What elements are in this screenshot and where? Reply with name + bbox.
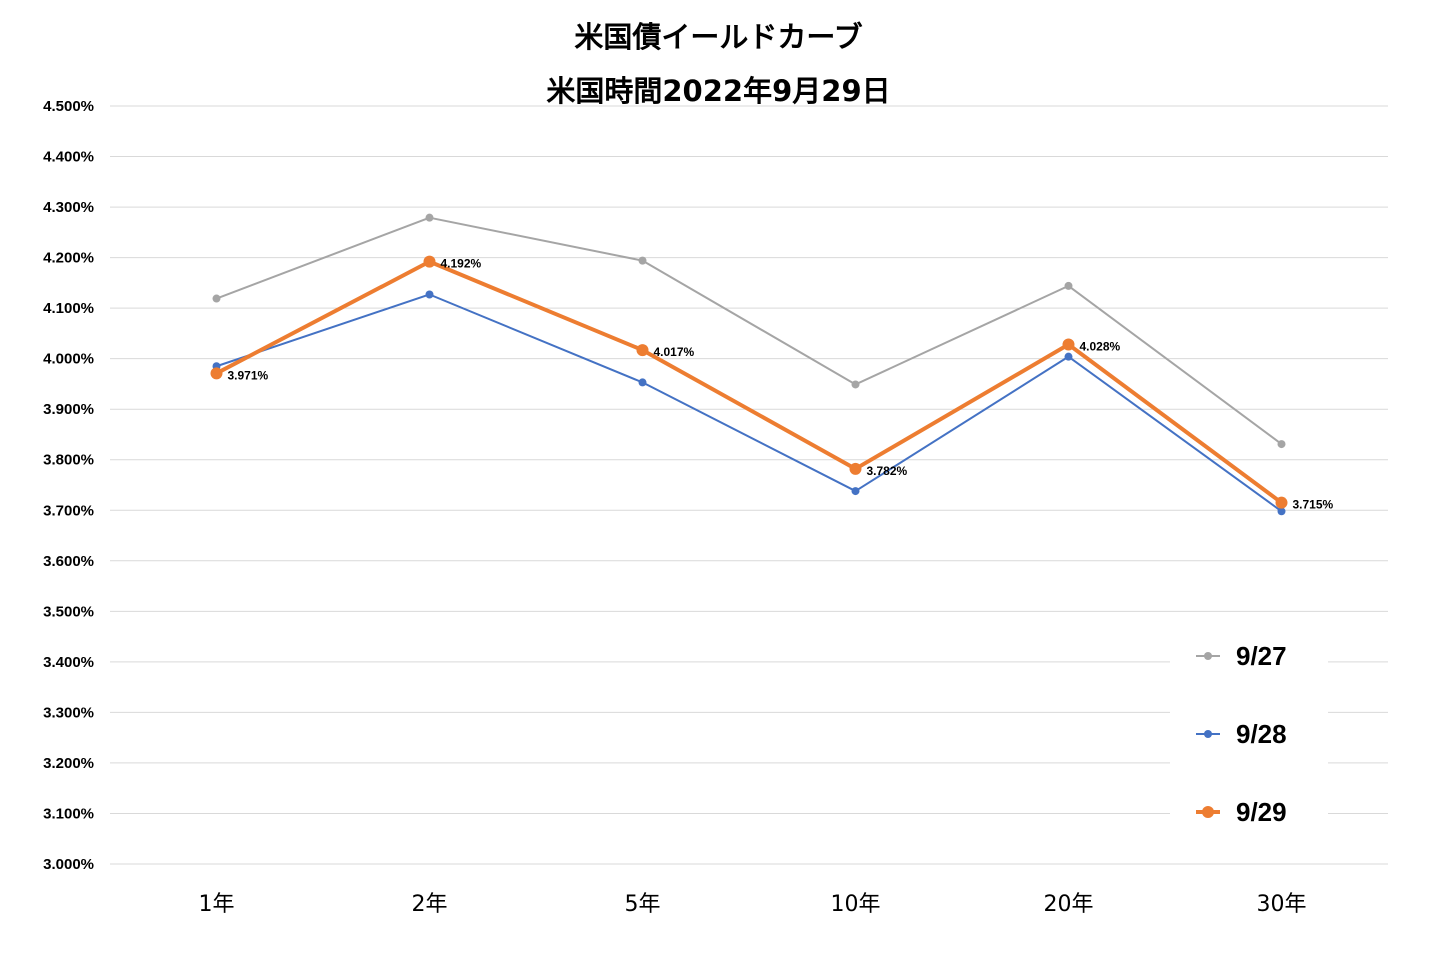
data-point <box>425 290 434 299</box>
data-point <box>1277 440 1286 449</box>
legend-label: 9/28 <box>1236 719 1287 749</box>
data-label: 4.028% <box>1080 340 1121 354</box>
legend-marker <box>1204 652 1212 660</box>
data-label: 4.017% <box>654 345 695 359</box>
series-line-9-27 <box>216 216 1283 445</box>
y-tick-label: 4.100% <box>43 300 94 317</box>
data-point <box>1277 507 1286 516</box>
data-label: 4.192% <box>441 257 482 271</box>
data-point <box>851 380 860 389</box>
data-labels: 3.971% 4.192% 4.017% 3.782% 4.028% 3.715% <box>228 257 1334 512</box>
y-tick-label: 3.900% <box>43 401 94 418</box>
x-tick-label: 20年 <box>1044 892 1094 917</box>
legend-box <box>1170 620 1328 845</box>
legend-label: 9/27 <box>1236 641 1287 671</box>
y-tick-label: 3.500% <box>43 603 94 620</box>
y-tick-label: 3.800% <box>43 452 94 469</box>
y-tick-label: 3.300% <box>43 704 94 721</box>
data-point <box>849 462 862 475</box>
y-tick-label: 3.100% <box>43 805 94 822</box>
series-line-9-28 <box>216 293 1283 513</box>
y-tick-label: 3.200% <box>43 755 94 772</box>
y-axis: 3.000% 3.100% 3.200% 3.300% 3.400% 3.500% 3.60… <box>43 98 94 873</box>
y-tick-label: 3.400% <box>43 654 94 671</box>
data-label: 3.971% <box>228 368 269 382</box>
x-tick-label: 5年 <box>625 892 661 917</box>
data-point <box>1275 496 1288 509</box>
data-point <box>636 344 649 357</box>
data-label: 3.715% <box>1293 498 1334 512</box>
legend-label: 9/29 <box>1236 797 1287 827</box>
x-tick-label: 10年 <box>831 892 881 917</box>
gridlines <box>110 105 1388 865</box>
data-point <box>638 378 647 387</box>
legend-marker <box>1204 730 1212 738</box>
data-point <box>638 256 647 265</box>
data-point <box>425 213 434 222</box>
data-point <box>851 487 860 496</box>
legend: 9/27 9/28 9/29 <box>1170 620 1328 845</box>
series-line-9-29 <box>215 259 1283 505</box>
data-point <box>1064 352 1073 361</box>
y-tick-label: 4.500% <box>43 98 94 115</box>
y-tick-label: 4.300% <box>43 199 94 216</box>
y-tick-label: 4.000% <box>43 351 94 368</box>
y-tick-label: 4.200% <box>43 250 94 267</box>
chart-subtitle: 米国時間2022年9月29日 <box>546 74 891 108</box>
x-axis: 1年 2年 5年 10年 20年 30年 <box>199 892 1307 917</box>
x-tick-label: 1年 <box>199 892 235 917</box>
data-point <box>423 255 436 268</box>
legend-marker <box>1202 806 1214 818</box>
data-label: 3.782% <box>867 464 908 478</box>
y-tick-label: 3.700% <box>43 502 94 519</box>
x-tick-label: 30年 <box>1257 892 1307 917</box>
series-lines <box>210 213 1288 516</box>
data-point <box>1064 281 1073 290</box>
y-tick-label: 4.400% <box>43 149 94 166</box>
data-point <box>1062 338 1075 351</box>
chart-title: 米国債イールドカーブ <box>574 20 863 54</box>
data-point <box>212 294 221 303</box>
data-point <box>210 367 223 380</box>
x-tick-label: 2年 <box>412 892 448 917</box>
y-tick-label: 3.600% <box>43 553 94 570</box>
y-tick-label: 3.000% <box>43 856 94 873</box>
